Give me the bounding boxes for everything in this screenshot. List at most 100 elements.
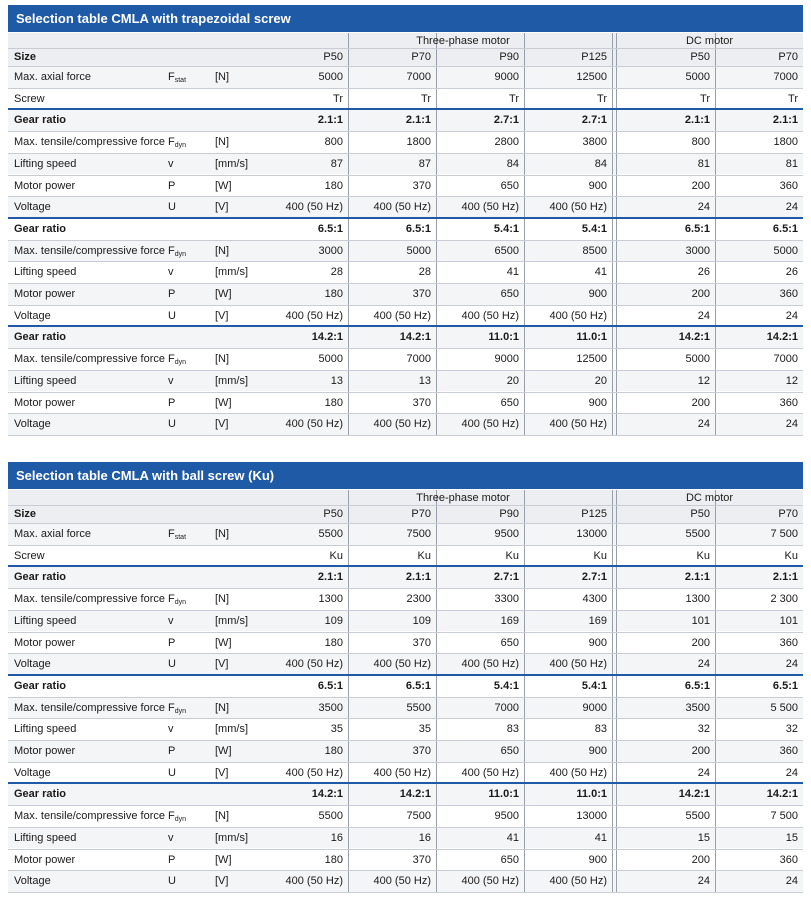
row-line	[8, 826, 803, 828]
symbol: P	[168, 287, 175, 301]
cell-value: 2.7:1	[581, 571, 607, 584]
cell-value: 101	[779, 614, 798, 627]
symbol: U	[168, 874, 176, 888]
symbol-letter: U	[168, 309, 176, 322]
row-line	[8, 761, 803, 763]
row-label: Max. tensile/compressive force	[14, 136, 165, 149]
cell-value: 650	[500, 179, 519, 192]
cell-value: 24	[697, 201, 710, 214]
symbol: Fdyn	[168, 809, 186, 827]
cell-value: 35	[330, 723, 343, 736]
cell-value: 5000	[318, 71, 343, 83]
cell-value: 3000	[318, 244, 343, 257]
row-label: Lifting speed	[14, 266, 77, 279]
size-header: P70	[411, 508, 431, 520]
row-label: Max. tensile/compressive force	[14, 810, 165, 823]
row-label: Lifting speed	[14, 614, 77, 627]
cell-value: 200	[691, 179, 710, 192]
unit: [N]	[215, 701, 230, 714]
cell-value: Tr	[597, 92, 607, 105]
symbol: P	[168, 636, 175, 650]
symbol: U	[168, 417, 176, 431]
row-label: Gear ratio	[14, 331, 66, 344]
cell-value: 650	[500, 396, 519, 409]
row-bg	[8, 609, 803, 632]
symbol-letter: v	[168, 723, 174, 736]
cell-value: 20	[506, 374, 519, 387]
row-line	[8, 369, 803, 371]
cell-value: 400 (50 Hz)	[285, 201, 343, 214]
cell-value: 28	[330, 266, 343, 279]
cell-value: 101	[691, 614, 710, 627]
row-label: Max. tensile/compressive force	[14, 244, 165, 257]
row-label: Lifting speed	[14, 157, 77, 170]
cell-value: 400 (50 Hz)	[373, 658, 431, 671]
cell-value: 16	[330, 831, 343, 844]
symbol-subscript: dyn	[174, 707, 187, 715]
symbol-subscript: stat	[174, 77, 187, 84]
row-label: Voltage	[14, 766, 51, 779]
unit: [mm/s]	[215, 374, 248, 387]
symbol: P	[168, 853, 175, 867]
cell-value: 400 (50 Hz)	[461, 201, 519, 214]
row-bg	[8, 740, 803, 762]
group-header: DC motor	[685, 35, 734, 47]
row-bg	[8, 369, 803, 392]
cell-value: 32	[697, 723, 710, 736]
cell-value: 13000	[576, 810, 607, 823]
row-line	[8, 870, 803, 872]
cell-value: 13	[418, 374, 431, 387]
cell-value: 3800	[582, 136, 607, 149]
symbol-letter: U	[168, 658, 176, 671]
cell-value: 109	[412, 614, 431, 627]
cell-value: 370	[412, 179, 431, 192]
unit: [N]	[215, 136, 230, 149]
cell-value: 87	[418, 157, 431, 170]
cell-value: 5500	[685, 528, 710, 540]
cell-value: 2.1:1	[684, 571, 710, 584]
cell-value: Tr	[509, 92, 519, 105]
row-bg	[8, 826, 803, 849]
row-label: Voltage	[14, 418, 51, 431]
cell-value: 13	[330, 374, 343, 387]
cell-value: 370	[412, 288, 431, 300]
cell-value: 3500	[318, 701, 343, 714]
cell-value: 28	[418, 266, 431, 279]
symbol-letter: P	[168, 636, 176, 649]
cell-value: 12	[697, 374, 710, 387]
cell-value: 3500	[685, 701, 710, 714]
section-line	[8, 108, 803, 111]
row-line	[8, 434, 803, 436]
cell-value: 24	[785, 418, 798, 431]
cell-value: 87	[330, 157, 343, 170]
cell-value: 5000	[685, 353, 710, 366]
cell-value: 4300	[582, 593, 607, 606]
unit: [V]	[215, 766, 229, 779]
unit: [mm/s]	[215, 157, 248, 170]
column-divider	[616, 33, 617, 435]
cell-value: 14.2:1	[311, 788, 343, 801]
cell-value: 14.2:1	[399, 788, 431, 801]
cell-value: 400 (50 Hz)	[285, 418, 343, 431]
cell-value: Ku	[593, 549, 607, 562]
cell-value: 7000	[406, 353, 431, 366]
symbol-letter: P	[168, 853, 176, 866]
row-line	[8, 696, 803, 698]
cell-value: 1300	[685, 593, 710, 606]
cell-value: 2800	[494, 136, 519, 149]
row-line	[8, 261, 803, 263]
symbol-letter: v	[168, 831, 174, 844]
row-bg	[8, 152, 803, 175]
row-label: Screw	[14, 92, 45, 105]
cell-value: 7000	[494, 701, 519, 714]
cell-value: 400 (50 Hz)	[373, 309, 431, 322]
cell-value: 6.5:1	[317, 679, 343, 692]
row-line	[8, 174, 803, 176]
row-line	[8, 544, 803, 546]
column-divider	[436, 33, 437, 435]
size-header: P50	[323, 51, 343, 63]
row-bg	[8, 523, 803, 545]
unit: [mm/s]	[215, 614, 248, 627]
cell-value: 15	[785, 831, 798, 844]
